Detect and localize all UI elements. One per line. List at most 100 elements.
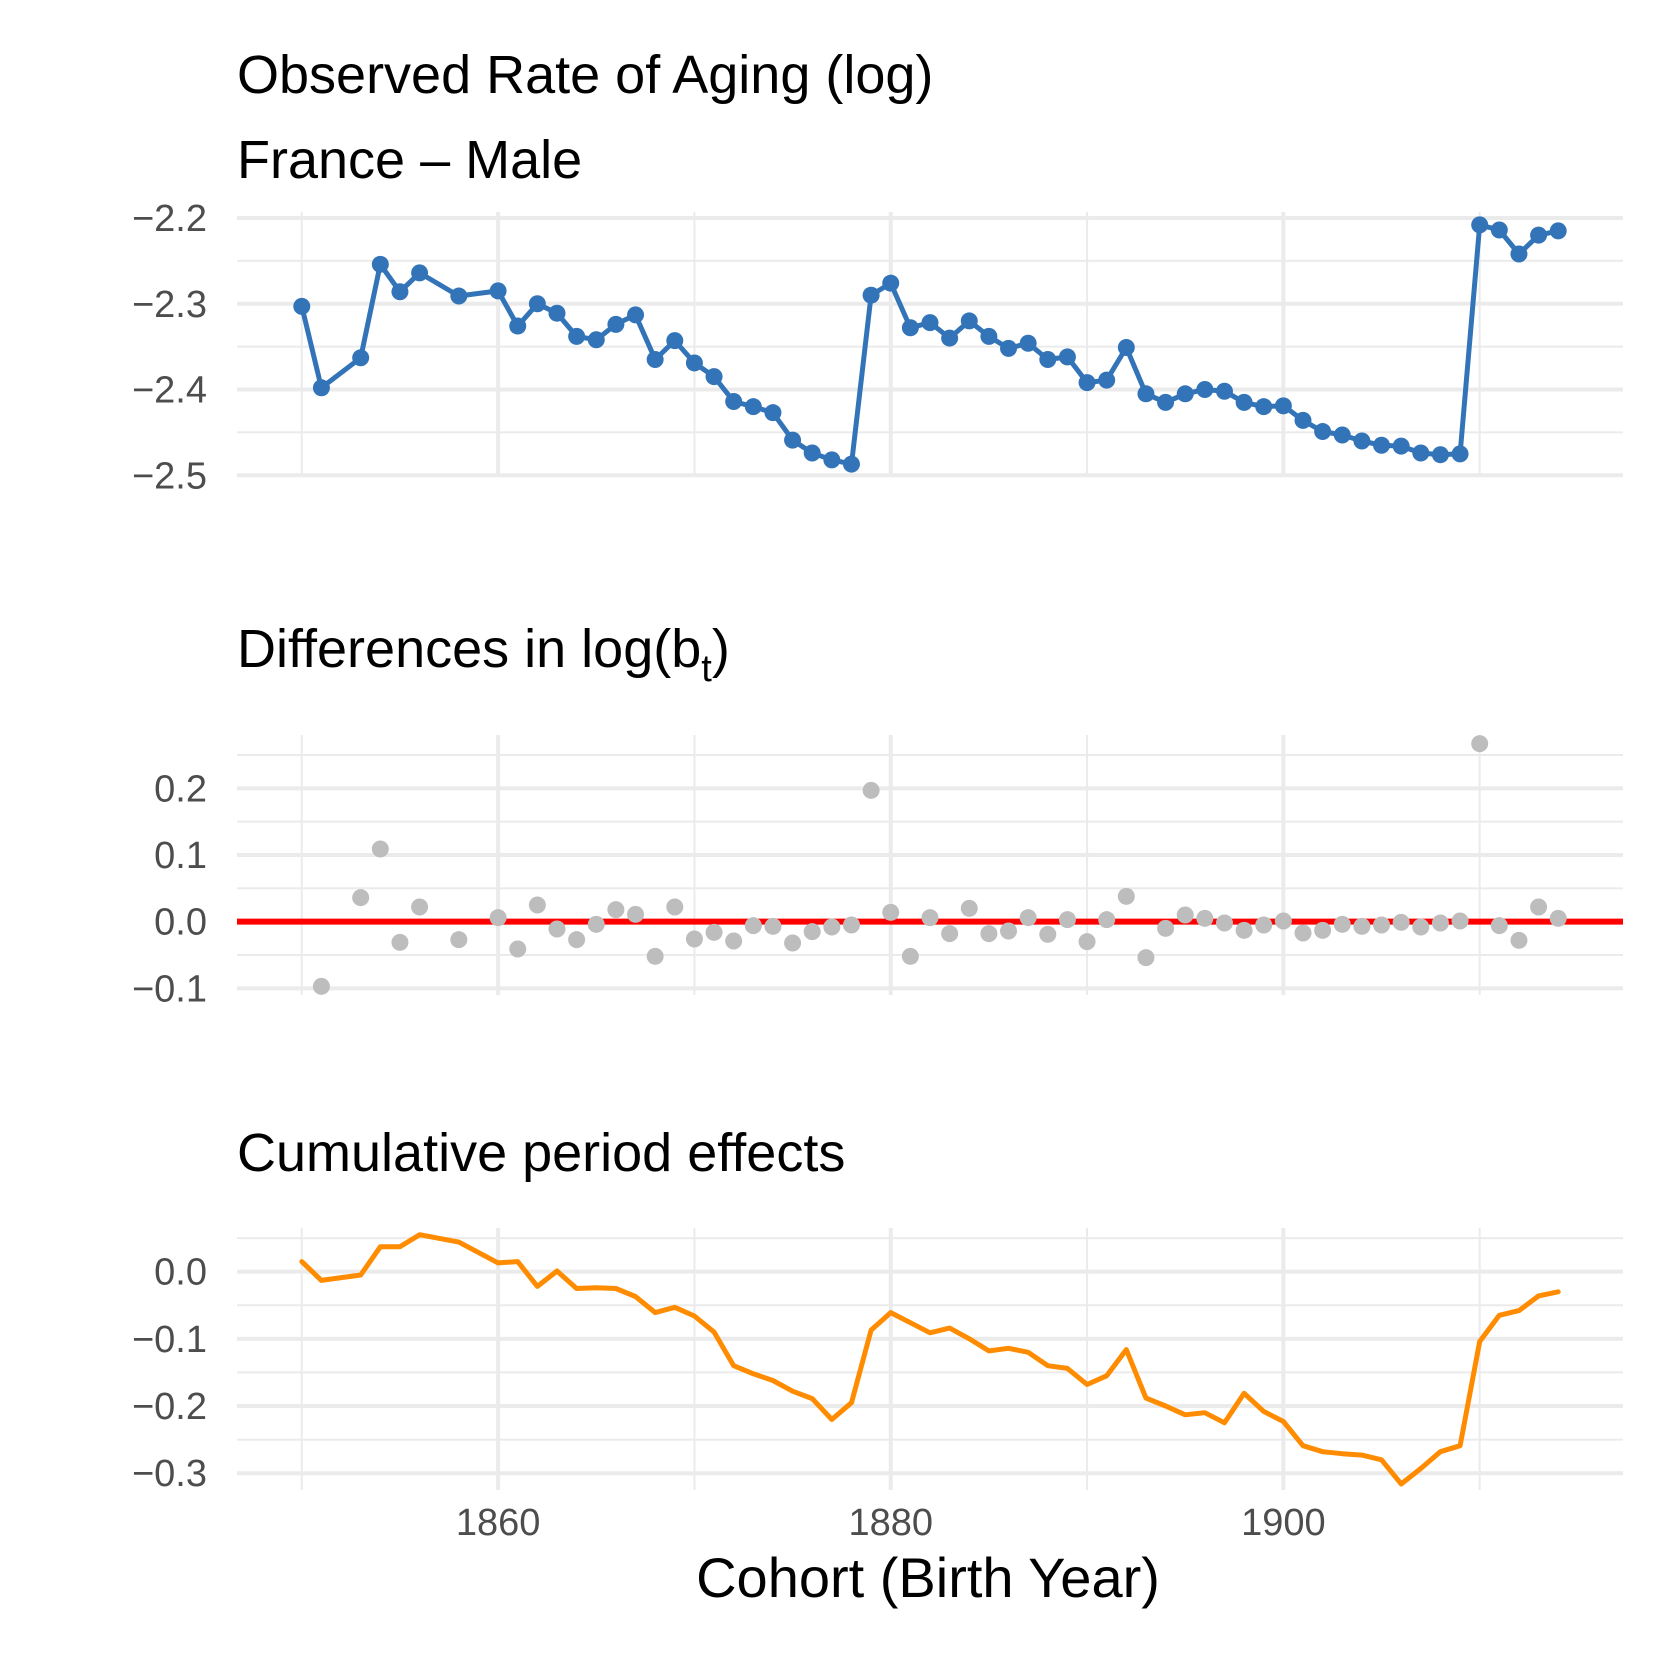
data-point [744, 917, 762, 935]
x-axis: 1860 1880 1900 [456, 1502, 1326, 1544]
data-point [1078, 933, 1096, 951]
data-point [842, 455, 860, 473]
y-tick-label: −0.1 [132, 968, 207, 1010]
data-point [1510, 931, 1528, 949]
data-point [352, 889, 370, 907]
data-point [842, 916, 860, 934]
data-point [1215, 914, 1233, 932]
data-point [705, 368, 723, 386]
x-tick-label: 1860 [456, 1502, 541, 1544]
data-point [725, 932, 743, 950]
data-point [764, 404, 782, 422]
data-point [489, 282, 507, 300]
data-point [1019, 909, 1037, 927]
data-point [1255, 398, 1273, 416]
y-tick-label: −0.2 [132, 1386, 207, 1428]
data-point [803, 444, 821, 462]
data-point [1196, 909, 1214, 927]
data-point [941, 925, 959, 943]
data-point [1157, 919, 1175, 937]
data-point [1373, 436, 1391, 454]
data-point [371, 255, 389, 273]
data-point [627, 905, 645, 923]
panel-1-subtitle: France – Male [237, 130, 582, 190]
data-point [587, 915, 605, 933]
data-point [882, 903, 900, 921]
data-point [1549, 909, 1567, 927]
data-point [528, 295, 546, 313]
data-point [627, 306, 645, 324]
data-point [1196, 381, 1214, 399]
data-point [1530, 226, 1548, 244]
data-point [901, 947, 919, 965]
panel-observed-rate: Observed Rate of Aging (log) France – Ma… [132, 45, 1623, 497]
data-point [568, 931, 586, 949]
data-point [784, 431, 802, 449]
data-point [1333, 426, 1351, 444]
data-point [725, 393, 743, 411]
data-point [391, 283, 409, 301]
data-point [1039, 351, 1057, 369]
panel-2-grid [237, 735, 1623, 995]
data-point [1137, 385, 1155, 403]
data-point [1451, 912, 1469, 930]
data-point [391, 933, 409, 951]
data-point [1471, 735, 1489, 753]
y-tick-label: −2.2 [132, 198, 207, 240]
data-point [1549, 222, 1567, 240]
data-point [587, 331, 605, 349]
panel-1-title: Observed Rate of Aging (log) [237, 45, 933, 105]
panel-3-title: Cumulative period effects [237, 1123, 845, 1183]
y-tick-label: −0.3 [132, 1453, 207, 1495]
data-point [1039, 925, 1057, 943]
panel-3-grid [237, 1228, 1623, 1490]
data-point [1490, 917, 1508, 935]
y-tick-label: −2.3 [132, 284, 207, 326]
data-point [1353, 917, 1371, 935]
data-point [1176, 906, 1194, 924]
panel-2-title-main: Differences in log(b [237, 619, 701, 679]
y-tick-label: 0.0 [154, 1252, 207, 1294]
data-point [1353, 432, 1371, 450]
data-point [705, 923, 723, 941]
data-point [509, 317, 527, 335]
data-point [1235, 921, 1253, 939]
y-tick-label: 0.1 [154, 835, 207, 877]
data-point [646, 947, 664, 965]
data-point [1058, 348, 1076, 366]
data-point [1137, 949, 1155, 967]
data-point [1255, 916, 1273, 934]
data-point [685, 354, 703, 372]
data-point [352, 349, 370, 367]
data-point [450, 287, 468, 305]
data-point [862, 781, 880, 799]
panel-2-series [237, 735, 1623, 995]
data-point [1294, 924, 1312, 942]
data-point [1000, 922, 1018, 940]
data-point [1274, 912, 1292, 930]
data-point [1078, 374, 1096, 392]
data-point [1451, 445, 1469, 463]
x-tick-label: 1880 [848, 1502, 933, 1544]
panel-differences: Differences in log(bt) −0.1 0.0 0.1 0.2 [132, 619, 1623, 1010]
data-point [1058, 911, 1076, 929]
data-point [980, 327, 998, 345]
data-point [509, 940, 527, 958]
data-point [960, 312, 978, 330]
panel-2-y-axis: −0.1 0.0 0.1 0.2 [132, 768, 207, 1010]
data-point [411, 264, 429, 282]
data-point [1530, 898, 1548, 916]
data-point [882, 274, 900, 292]
data-point [666, 332, 684, 350]
panel-cumulative: Cumulative period effects −0.3 −0.2 −0.1 0.… [132, 1123, 1623, 1495]
data-point [901, 319, 919, 337]
data-point [1117, 339, 1135, 357]
panel-1-grid [237, 212, 1623, 478]
data-point [1098, 371, 1116, 389]
data-point [607, 901, 625, 919]
x-tick-label: 1900 [1241, 1502, 1326, 1544]
series-line [299, 1232, 1561, 1487]
data-point [312, 977, 330, 995]
data-point [1294, 411, 1312, 429]
panel-3-series [299, 1232, 1561, 1487]
